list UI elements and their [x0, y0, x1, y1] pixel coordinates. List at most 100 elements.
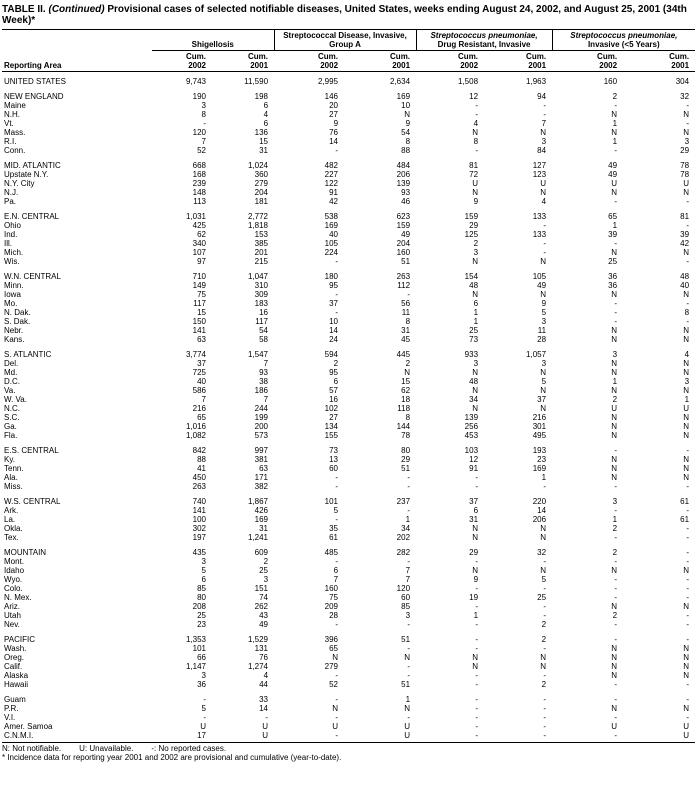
area-name: Md.: [4, 368, 18, 377]
cell: 42: [329, 197, 339, 206]
cell: -: [614, 446, 618, 455]
cell: 18: [401, 395, 411, 404]
cell: 49: [401, 230, 411, 239]
table-row: N. Mex. 80 74 75 60 19 25 - -: [2, 593, 695, 602]
cell: 193: [532, 446, 547, 455]
cell: 117: [255, 317, 269, 326]
table-row: Kans. 63 58 24 45 73 28 N N: [2, 335, 695, 344]
cell: 3: [684, 137, 690, 146]
cell: 88: [401, 146, 411, 155]
table-row: Mich. 107 201 224 160 3 - N N: [2, 248, 695, 257]
cell: 25: [537, 593, 547, 602]
cell: 14: [259, 704, 269, 713]
group-header: Shigellosis: [152, 29, 275, 51]
cell: 16: [329, 395, 339, 404]
cell: -: [614, 299, 618, 308]
area-name: Utah: [4, 611, 21, 620]
cell: 2,772: [247, 212, 269, 221]
cell: 141: [192, 326, 206, 335]
cell: N: [683, 671, 690, 680]
area-name: C.N.M.I.: [2, 731, 152, 743]
cell: 32: [680, 92, 690, 101]
cell: 3: [473, 359, 479, 368]
cell: 73: [469, 335, 479, 344]
cell: 37: [329, 299, 339, 308]
cell: 27: [329, 110, 339, 119]
area-name: Tex.: [4, 533, 19, 542]
table-row: V.I. - - - - - - - -: [2, 713, 695, 722]
area-name: N. Dak.: [4, 308, 31, 317]
cell: 5: [541, 575, 547, 584]
cell: 2: [333, 359, 339, 368]
cell: 7: [201, 395, 206, 404]
cell: N: [611, 602, 618, 611]
table-row: Vt. - 6 9 9 4 7 1 -: [2, 119, 695, 128]
cell: 54: [401, 128, 411, 137]
cell: 1,508: [458, 77, 479, 86]
cell: 11: [537, 326, 547, 335]
table-row: R.I. 7 15 14 8 8 3 1 3: [2, 137, 695, 146]
table-row: Iowa 75 309 - - N N N N: [2, 290, 695, 299]
cell: 208: [192, 602, 206, 611]
cell: 425: [192, 221, 206, 230]
cell: 842: [192, 446, 206, 455]
footnotes: N: Not notifiable. U: Unavailable. -: No r…: [2, 744, 695, 762]
cell: -: [407, 713, 411, 722]
cell: 19: [469, 593, 479, 602]
cell: 169: [396, 92, 411, 101]
area-name: Ky.: [4, 455, 15, 464]
cell: 23: [197, 620, 206, 629]
cell: 3: [405, 611, 411, 620]
cell: 263: [192, 482, 206, 491]
cell: 29: [401, 455, 411, 464]
cell: 206: [532, 515, 547, 524]
area-name: Kans.: [4, 335, 25, 344]
cell: N: [404, 653, 411, 662]
cell: 49: [537, 281, 547, 290]
cell: -: [335, 713, 339, 722]
cell: N: [404, 704, 411, 713]
cell: N: [611, 566, 618, 575]
cell: -: [614, 695, 618, 704]
cell: 151: [254, 584, 269, 593]
cell: N: [472, 368, 479, 377]
area-name: Mo.: [4, 299, 18, 308]
cell: N: [540, 290, 547, 299]
table-row: Hawaii 36 44 52 51 - 2 - -: [2, 680, 695, 689]
cell: 14: [329, 326, 339, 335]
cell: N: [683, 662, 690, 671]
cell: 10: [329, 317, 339, 326]
cell: 1: [541, 473, 547, 482]
cell: 107: [192, 248, 206, 257]
cell: 8: [405, 137, 411, 146]
cell: 160: [396, 248, 411, 257]
cell: 81: [469, 161, 479, 170]
cell: 1,529: [247, 635, 269, 644]
cell: 169: [254, 515, 269, 524]
cell: 1: [612, 377, 618, 386]
cell: N: [611, 644, 618, 653]
cell: U: [404, 722, 411, 731]
cell: 482: [324, 161, 339, 170]
cell: 4: [541, 197, 547, 206]
cell: 1: [473, 317, 479, 326]
cell: 1,963: [526, 77, 547, 86]
cell: -: [543, 671, 547, 680]
area-name: Va.: [4, 386, 16, 395]
cell: 29: [469, 221, 479, 230]
area-name: Minn.: [4, 281, 24, 290]
cell: 34: [401, 524, 411, 533]
cell: 740: [192, 497, 206, 506]
area-name: Nebr.: [4, 326, 24, 335]
cell: 102: [324, 404, 339, 413]
cell: N: [683, 455, 690, 464]
cell: 25: [259, 566, 269, 575]
cell: 146: [324, 92, 339, 101]
cell: 495: [532, 431, 547, 440]
cell: 131: [254, 644, 269, 653]
table-row: Ga. 1,016 200 134 144 256 301 N N: [2, 422, 695, 431]
table-row: PACIFIC 1,353 1,529 396 51 - 2 - -: [2, 629, 695, 644]
table-row: E.S. CENTRAL 842 997 73 80 103 193 - -: [2, 440, 695, 455]
cell: 12: [469, 92, 479, 101]
cell: 25: [469, 326, 479, 335]
